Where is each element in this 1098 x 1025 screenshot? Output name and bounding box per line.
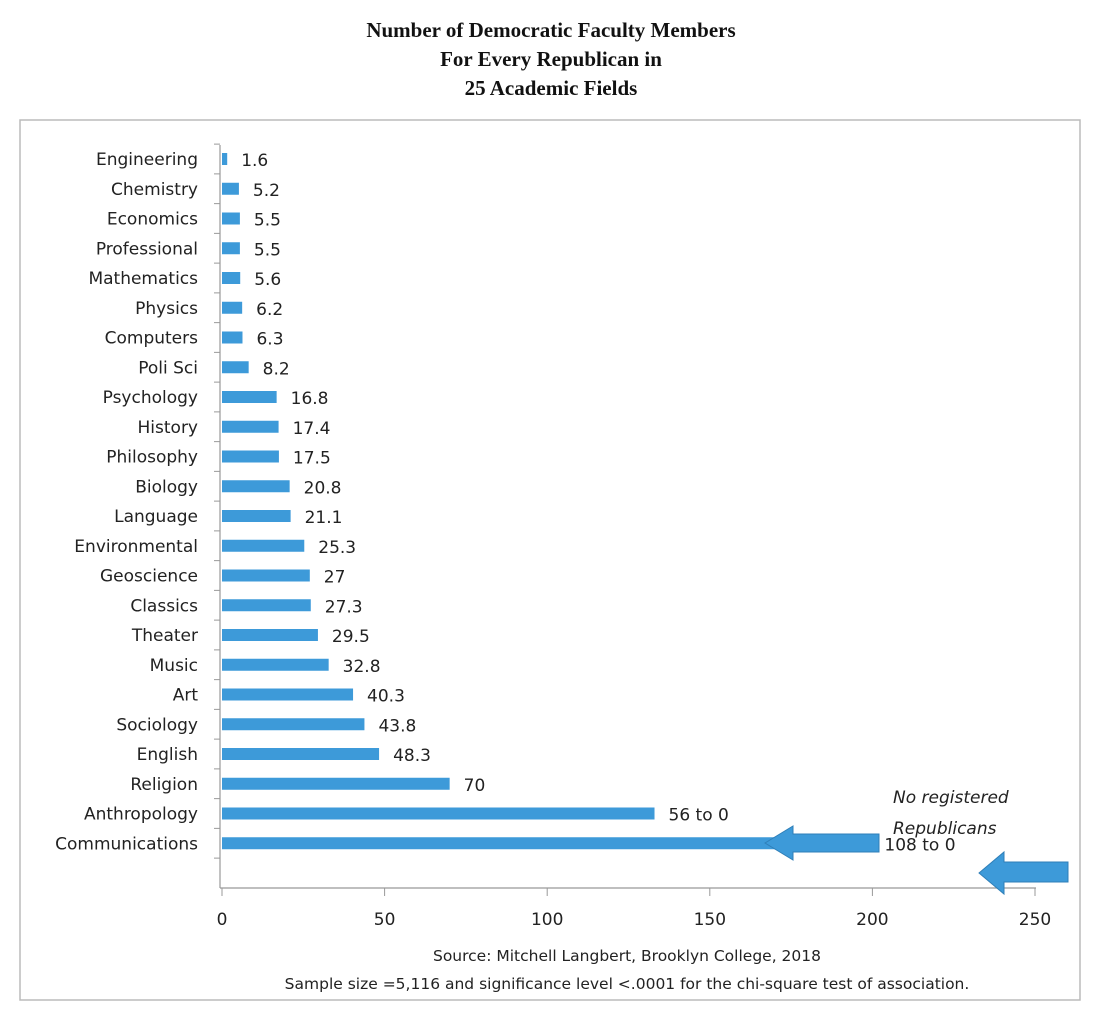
x-tick-label: 200 (856, 910, 888, 930)
bar (222, 420, 279, 433)
value-label: 56 to 0 (669, 806, 729, 826)
category-label: Chemistry (111, 180, 198, 200)
value-label: 27.3 (325, 597, 363, 617)
value-label: 17.4 (293, 419, 331, 439)
bar (222, 182, 239, 195)
bar (222, 748, 380, 760)
value-label: 70 (464, 776, 486, 796)
x-tick-label: 50 (374, 910, 396, 930)
arrow-anthropology (764, 825, 880, 861)
x-tick-label: 100 (531, 910, 563, 930)
bar (222, 777, 450, 790)
category-label: Classics (130, 596, 198, 616)
category-label: Computers (105, 329, 199, 349)
category-label: Psychology (103, 388, 198, 408)
value-label: 5.2 (253, 181, 280, 201)
footnote-text: Sample size =5,116 and significance leve… (285, 975, 970, 993)
category-label: English (137, 745, 198, 765)
bar (222, 331, 243, 344)
bar (222, 212, 240, 225)
value-label: 5.6 (254, 270, 281, 290)
category-label: Economics (107, 210, 198, 230)
category-label: Sociology (116, 715, 198, 735)
bar (222, 242, 240, 255)
annotation-line-1: No registered (893, 788, 1009, 808)
chart-title-line-2: For Every Republican in (440, 47, 662, 71)
annotation: No registered Republicans (764, 788, 1069, 896)
bar (222, 391, 277, 403)
category-label: Music (150, 656, 198, 676)
bar (222, 539, 305, 552)
bar (222, 658, 329, 671)
chart-title-line-3: 25 Academic Fields (465, 76, 638, 100)
x-tick-label: 150 (694, 910, 726, 930)
value-label: 108 to 0 (884, 835, 955, 855)
bar (222, 688, 354, 701)
value-label: 5.5 (254, 211, 281, 231)
category-label: Biology (135, 477, 198, 497)
bar (222, 807, 655, 820)
value-label: 25.3 (318, 538, 356, 558)
value-label: 6.2 (256, 300, 283, 320)
value-label: 20.8 (304, 478, 342, 498)
x-tick-label: 0 (217, 910, 228, 930)
source-text: Source: Mitchell Langbert, Brooklyn Coll… (433, 947, 821, 965)
bar (222, 301, 243, 314)
bar (222, 569, 310, 582)
category-label: Geoscience (100, 567, 198, 587)
value-label: 43.8 (378, 716, 416, 736)
category-label: Language (114, 507, 198, 527)
bar (222, 361, 249, 374)
bar (222, 510, 291, 522)
category-label: Theater (131, 626, 198, 646)
value-label: 48.3 (393, 746, 431, 766)
value-label: 29.5 (332, 627, 370, 647)
bar (222, 837, 873, 850)
bar (222, 272, 241, 284)
value-label: 16.8 (291, 389, 329, 409)
bar (222, 718, 365, 731)
category-label: History (138, 418, 198, 438)
bar (222, 629, 318, 641)
category-label: Mathematics (88, 269, 198, 289)
category-label: Professional (96, 239, 198, 259)
category-label: Religion (130, 775, 198, 795)
category-label: Philosophy (106, 448, 198, 468)
category-label: Art (173, 686, 199, 706)
category-label: Engineering (96, 150, 198, 170)
value-label: 17.5 (293, 449, 331, 469)
category-label: Poli Sci (138, 358, 198, 378)
bar (222, 599, 311, 612)
category-label: Physics (135, 299, 198, 319)
annotation-line-2: Republicans (893, 819, 997, 839)
value-label: 5.5 (254, 240, 281, 260)
plot-frame (19, 119, 1081, 1001)
value-label: 27 (324, 568, 346, 588)
category-label: Communications (55, 834, 198, 854)
chart-title-line-1: Number of Democratic Faculty Members (366, 18, 735, 42)
arrow-communications (978, 850, 1069, 896)
value-label: 40.3 (367, 687, 405, 707)
value-label: 6.3 (256, 330, 283, 350)
category-label: Environmental (74, 537, 198, 557)
value-label: 1.6 (241, 151, 268, 171)
value-label: 21.1 (305, 508, 343, 528)
category-label: Anthropology (84, 805, 198, 825)
bar (222, 450, 279, 463)
value-label: 32.8 (343, 657, 381, 677)
value-label: 8.2 (263, 359, 290, 379)
bar (222, 480, 290, 493)
bar (222, 153, 228, 165)
x-tick-label: 250 (1019, 910, 1051, 930)
